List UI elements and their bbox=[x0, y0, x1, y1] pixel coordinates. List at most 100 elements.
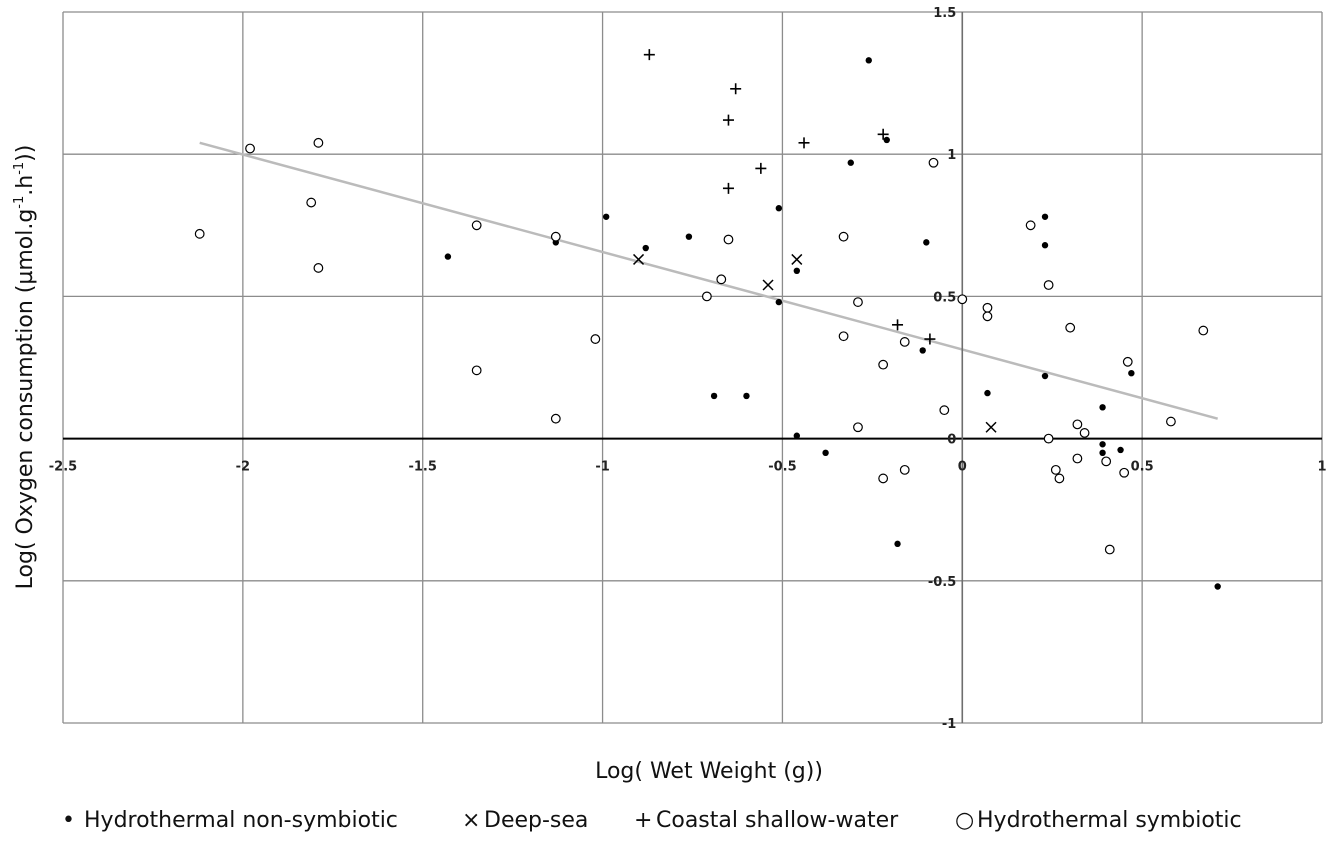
x-tick-label: 0.5 bbox=[1131, 460, 1154, 475]
data-point bbox=[1041, 372, 1049, 380]
y-axis-title-superscript: -1 bbox=[12, 162, 27, 175]
data-point bbox=[878, 359, 889, 370]
data-point bbox=[194, 228, 205, 239]
data-point bbox=[306, 197, 317, 208]
data-point bbox=[1050, 464, 1061, 475]
gridlines bbox=[62, 11, 1323, 724]
data-point bbox=[723, 234, 734, 245]
data-point bbox=[1043, 433, 1054, 444]
data-points bbox=[194, 49, 1221, 590]
data-point bbox=[883, 136, 890, 144]
data-point bbox=[1122, 356, 1133, 367]
data-point bbox=[899, 337, 910, 347]
data-point bbox=[798, 137, 810, 149]
x-tick-label: -1.5 bbox=[408, 460, 436, 475]
y-axis-title-superscript: -1 bbox=[12, 196, 27, 209]
data-point bbox=[957, 294, 968, 305]
data-point bbox=[892, 319, 904, 331]
legend-label: Hydrothermal symbiotic bbox=[977, 808, 1242, 833]
legend-label: Hydrothermal non-symbiotic bbox=[84, 808, 398, 833]
legend-item: × Deep-sea bbox=[462, 808, 588, 833]
data-point bbox=[245, 143, 255, 154]
data-point bbox=[1079, 428, 1090, 438]
data-point bbox=[982, 311, 993, 322]
data-point bbox=[865, 57, 872, 64]
data-point bbox=[710, 392, 718, 400]
legend-marker: • bbox=[62, 808, 75, 833]
y-tick-label: 1 bbox=[947, 148, 956, 163]
data-point bbox=[716, 274, 727, 285]
data-point bbox=[853, 297, 863, 307]
data-point bbox=[899, 464, 910, 475]
y-tick-label: -1 bbox=[942, 717, 956, 732]
data-point bbox=[550, 231, 561, 242]
y-axis-title-part: .h bbox=[13, 175, 38, 196]
data-point bbox=[877, 128, 889, 140]
data-point bbox=[924, 333, 936, 345]
data-point bbox=[939, 405, 950, 416]
data-point bbox=[444, 253, 452, 260]
data-point bbox=[550, 413, 561, 424]
y-tick-label: 1.5 bbox=[933, 6, 956, 21]
data-point bbox=[313, 137, 324, 148]
data-point bbox=[755, 162, 767, 174]
data-point bbox=[602, 213, 610, 220]
x-tick-label: -2.5 bbox=[49, 460, 77, 475]
data-point bbox=[313, 263, 324, 273]
y-tick-label: -0.5 bbox=[928, 575, 956, 590]
data-point bbox=[1104, 544, 1115, 555]
data-point bbox=[928, 157, 939, 168]
y-tick-label: 0.5 bbox=[933, 290, 956, 305]
legend-item: + Coastal shallow-water bbox=[634, 808, 899, 833]
legend-marker: + bbox=[634, 808, 652, 833]
y-axis-title-part: )) bbox=[13, 145, 38, 162]
data-point bbox=[822, 449, 829, 457]
data-point bbox=[919, 347, 926, 354]
x-tick-label: 0 bbox=[958, 460, 967, 475]
data-point bbox=[894, 540, 901, 548]
data-point bbox=[1198, 325, 1209, 336]
trendline bbox=[199, 141, 1219, 420]
data-point bbox=[793, 267, 801, 275]
data-point bbox=[685, 233, 693, 240]
x-axis-title: Log( Wet Weight (g)) bbox=[595, 759, 823, 784]
legend-item: ○ Hydrothermal symbiotic bbox=[955, 808, 1242, 833]
data-point bbox=[633, 253, 645, 265]
legend-label: Coastal shallow-water bbox=[656, 808, 899, 833]
data-point bbox=[701, 291, 712, 302]
x-tick-label: 1 bbox=[1317, 460, 1326, 475]
data-point bbox=[1099, 404, 1106, 411]
tick-labels: -2.5 -2 -1.5 -1 -0.5 0 0.5 1 -1 -0.5 0 0.5 1 1.5 bbox=[49, 6, 1327, 732]
data-point bbox=[762, 279, 774, 291]
data-point bbox=[730, 83, 742, 95]
data-point bbox=[1166, 416, 1176, 427]
data-point bbox=[838, 331, 849, 342]
y-axis-title-part: Log( Oxygen consumption (µmol.g bbox=[13, 209, 38, 590]
data-point bbox=[853, 422, 863, 433]
data-point bbox=[982, 302, 993, 313]
data-point bbox=[471, 220, 482, 231]
data-point bbox=[1099, 449, 1106, 457]
legend-item: • Hydrothermal non-symbiotic bbox=[62, 808, 398, 833]
axes bbox=[63, 12, 1322, 723]
y-axis-title: Log( Oxygen consumption (µmol.g-1.h-1)) bbox=[12, 145, 38, 590]
data-point bbox=[1041, 213, 1049, 220]
data-point bbox=[1025, 220, 1036, 231]
data-point bbox=[775, 205, 783, 212]
data-point bbox=[1041, 242, 1049, 249]
data-point bbox=[878, 473, 889, 484]
scatter-chart: -2.5 -2 -1.5 -1 -0.5 0 0.5 1 -1 -0.5 0 0.5 1 1.5 Log(… bbox=[12, 6, 1327, 784]
data-point bbox=[838, 231, 849, 242]
data-point bbox=[1101, 456, 1112, 467]
data-point bbox=[743, 392, 750, 400]
data-point bbox=[985, 421, 997, 433]
data-point bbox=[793, 432, 801, 439]
data-point bbox=[1072, 419, 1083, 430]
data-point bbox=[643, 49, 655, 61]
data-point bbox=[590, 334, 601, 344]
x-tick-label: -0.5 bbox=[768, 460, 796, 475]
data-point bbox=[722, 182, 734, 194]
data-point bbox=[1065, 322, 1076, 333]
data-point bbox=[1072, 453, 1083, 464]
data-point bbox=[642, 244, 649, 252]
